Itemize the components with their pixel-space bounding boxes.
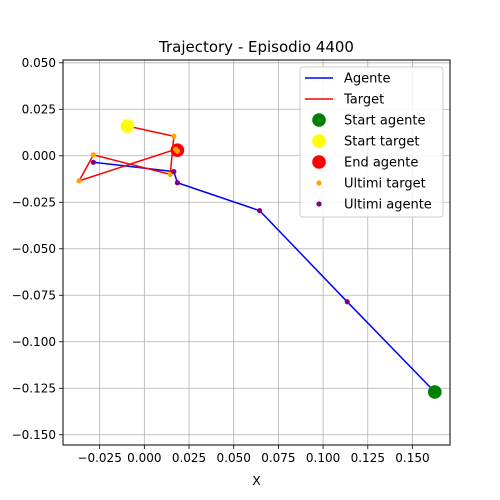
y-tick-label: −0.025 [12,196,56,210]
legend-entry-start-target: Start target [312,134,419,150]
ultimi-target-point [167,171,173,177]
legend-label: Ultimi target [344,177,426,192]
legend-label: Ultimi agente [344,198,432,213]
legend-label: Start agente [344,114,425,129]
start-agente-marker [428,385,442,399]
legend-swatch [316,201,322,207]
ultimi-agente-point [171,168,177,175]
legend-entry-agente: Agente [305,72,390,87]
y-tick-label: 0.025 [22,103,56,117]
legend-swatch [312,113,326,127]
chart-title: Trajectory - Episodio 4400 [158,38,354,56]
plot-series [76,119,442,399]
x-tick-label: 0.100 [306,451,340,465]
plot-frame [62,59,451,446]
y-tick-label: −0.125 [12,382,56,396]
legend-label: End agente [344,156,418,171]
legend-label: Start target [344,135,419,150]
legend-entry-target: Target [305,93,384,108]
legend-entry-ultimi-target: Ultimi target [316,177,426,192]
ultimi-agente-point [344,299,350,305]
x-tick-label: 0.125 [351,451,385,465]
legend-box [299,66,444,218]
start-target-marker [120,119,135,133]
ultimi-agente-point [174,180,181,186]
legend-swatch [312,155,326,169]
legend-label: Target [343,93,384,108]
y-tick-label: −0.150 [12,428,56,442]
legend-entry-end-agente: End agente [312,155,418,171]
legend-label: Agente [344,72,390,87]
ultimi-target-point [90,152,96,158]
x-tick-label: 0.050 [217,451,251,465]
legend-swatch [312,134,326,148]
ultimi-agente-point [257,208,263,214]
agente-line [93,161,436,393]
ultimi-target-point [76,178,82,184]
ultimi-target-point [171,133,177,139]
x-tick-label: 0.150 [395,451,429,465]
ultimi-agente-point [90,159,96,165]
legend: Agente Target Start agente Start target End … [299,66,444,218]
y-tick-label: −0.050 [12,242,56,256]
y-tick-label: 0.050 [22,56,56,70]
x-tick-label: 0.000 [127,451,161,465]
x-tick-label: −0.025 [77,451,121,465]
y-tick-label: 0.000 [22,149,56,163]
legend-entry-ultimi-agente: Ultimi agente [316,198,432,213]
x-tick-label: 0.075 [261,451,295,465]
x-tick-label: 0.025 [172,451,206,465]
y-tick-label: −0.100 [12,335,56,349]
y-tick-label: −0.075 [12,289,56,303]
axis-ticks: −0.025 0.000 0.025 0.050 0.075 0.100 0.125 0.15… [12,56,430,465]
x-axis-label: X [252,473,261,488]
legend-entry-start-agente: Start agente [312,113,425,129]
legend-swatch [316,180,322,186]
ultimi-target-point [174,148,181,154]
